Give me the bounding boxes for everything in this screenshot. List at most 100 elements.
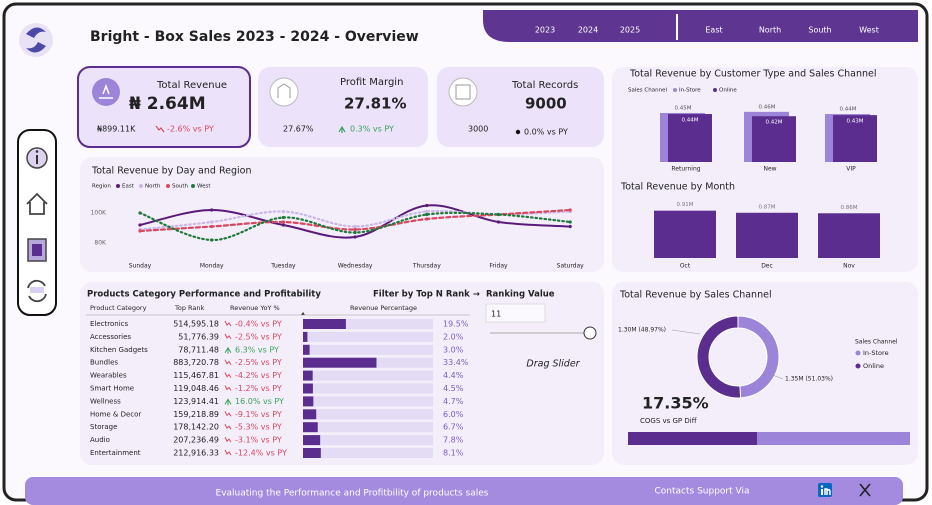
value-label: 0.43M [847, 119, 864, 125]
x-tick-label: Friday [489, 263, 508, 270]
value-label: 0.46M [759, 104, 776, 110]
point [353, 227, 357, 232]
x-icon[interactable] [859, 483, 871, 497]
filter-title: Filter by Top N Rank → [373, 290, 480, 300]
share-label: 3.0% [443, 345, 464, 354]
x-tick-label: Nov [843, 263, 855, 270]
leader-line [769, 373, 784, 380]
kpi-title: Total Revenue [156, 80, 227, 91]
revenue-cell: 78,711.48 [178, 345, 219, 354]
footer-contact: Contacts Support Via [655, 487, 750, 497]
share-label: 7.8% [443, 436, 464, 445]
region-filter[interactable]: South [808, 26, 831, 35]
table-title: Products Category Performance and Profit… [87, 290, 321, 300]
yoy-cell: -1.2% vs PY [235, 384, 282, 393]
legend-marker [855, 363, 861, 369]
legend-marker [673, 88, 677, 92]
bar [303, 422, 318, 433]
logo [19, 23, 53, 57]
bar [818, 213, 880, 258]
slider-handle[interactable] [583, 326, 597, 340]
trend-up [338, 125, 346, 133]
chart-title: Total Revenue by Customer Type and Sales… [629, 69, 876, 80]
footer-text: Evaluating the Performance and Profitbil… [216, 489, 489, 499]
trend-up [224, 398, 232, 406]
filter-label: Ranking Value [486, 290, 555, 300]
share-label: 33.4% [443, 358, 469, 367]
category-cell: Home & Decor [90, 410, 141, 418]
linkedin-icon[interactable] [818, 483, 832, 497]
legend-label: West [197, 184, 211, 190]
kpi-card [437, 67, 604, 147]
rank-input[interactable] [485, 303, 546, 323]
region-filter[interactable]: North [759, 26, 781, 35]
value-label: 0.42M [766, 120, 783, 126]
category-cell: Smart Home [90, 385, 134, 393]
kpi-change: -2.6% vs PY [167, 125, 214, 134]
point [210, 238, 214, 242]
year-filter[interactable]: 2024 [578, 26, 598, 35]
yoy-cell: -4.2% vs PY [235, 371, 282, 380]
header-bar [483, 10, 918, 42]
point [281, 220, 285, 224]
legend-marker [166, 184, 170, 188]
reset-icon[interactable] [27, 279, 47, 303]
bar [303, 357, 377, 368]
legend-marker [855, 350, 861, 356]
cogs-label: COGS vs GP Diff [640, 417, 697, 425]
bar [303, 370, 313, 381]
year-filter[interactable]: 2025 [620, 26, 640, 35]
bar [303, 435, 321, 446]
legend-marker [139, 184, 143, 188]
point [425, 203, 429, 208]
bar-track [303, 448, 433, 458]
yoy-cell: -2.5% vs PY [235, 358, 282, 367]
bar [303, 331, 308, 342]
revenue-cell: 207,236.49 [173, 436, 219, 445]
x-tick-label: Returning [671, 166, 700, 173]
region-filter[interactable]: East [705, 26, 722, 35]
yoy-cell: -0.4% vs PY [235, 320, 282, 329]
legend-label: Online [719, 88, 737, 94]
trend-down [224, 333, 232, 340]
leader-line [671, 329, 701, 335]
column-header: Revenue Percentage [350, 304, 417, 312]
revenue-cell: 883,720.78 [173, 358, 219, 367]
x-tick-label: Thursday [412, 263, 441, 270]
region-filter[interactable]: West [859, 26, 879, 35]
value-label: 0.45M [675, 105, 692, 111]
share-label: 4.4% [443, 371, 464, 380]
value-label: 1.30M (48.97%) [618, 327, 666, 334]
year-filter[interactable]: 2023 [535, 26, 555, 35]
point [210, 224, 214, 229]
category-cell: Storage [90, 423, 117, 431]
bar-track [303, 344, 433, 355]
legend-marker [116, 184, 120, 188]
trend-down [224, 411, 232, 417]
point [353, 230, 357, 235]
kpi-card [77, 66, 251, 148]
bar-track [303, 383, 433, 394]
report-icon[interactable] [27, 238, 47, 262]
sort-icon [301, 312, 305, 315]
info-icon[interactable] [26, 147, 48, 169]
point [425, 212, 429, 217]
margin-icon [269, 77, 299, 107]
category-cell: Bundles [90, 359, 118, 367]
rank-value[interactable]: 11 [491, 310, 501, 319]
kpi-title: Profit Margin [340, 77, 403, 88]
legend-label: East [122, 184, 135, 190]
revenue-cell: 119,048.46 [173, 384, 219, 393]
point [281, 209, 285, 214]
kpi-value: ₦ 2.64M [129, 94, 206, 114]
point [425, 217, 429, 221]
bar [303, 396, 314, 407]
x-tick-label: VIP [846, 166, 856, 173]
share-label: 4.7% [443, 397, 464, 406]
cogs-bar [628, 432, 757, 445]
column-header: Revenue YoY % [230, 304, 280, 312]
value-label: 1.35M (51.03%) [785, 376, 833, 383]
point [138, 229, 142, 233]
category-cell: Audio [90, 436, 110, 444]
home-icon[interactable] [26, 192, 48, 215]
